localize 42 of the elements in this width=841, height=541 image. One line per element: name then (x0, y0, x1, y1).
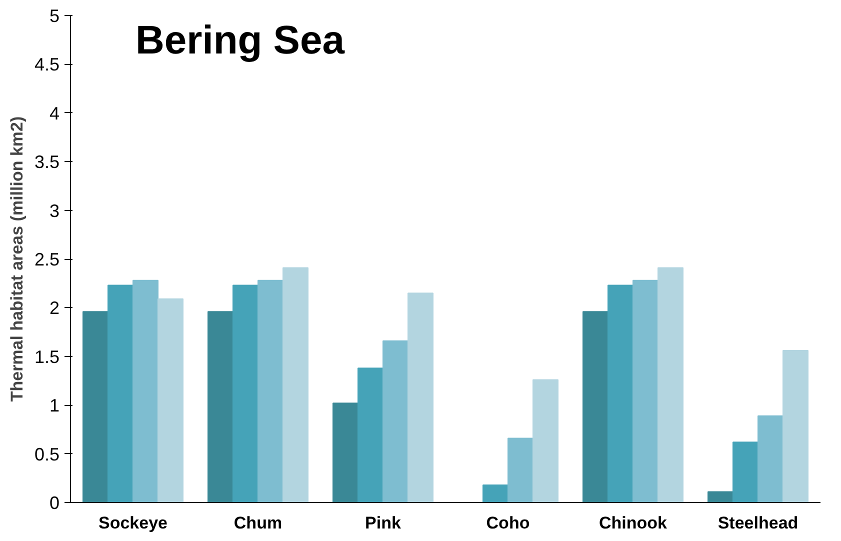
bar (258, 280, 284, 502)
x-tick-label: Coho (486, 514, 530, 532)
y-tick-label: 2 (49, 298, 60, 318)
bar (358, 368, 384, 502)
y-tick-label: 0 (49, 493, 60, 513)
chart-title: Bering Sea (136, 18, 346, 62)
y-tick-label: 5 (49, 6, 60, 26)
bar (532, 379, 558, 502)
x-tick-label: Sockeye (98, 514, 168, 532)
bar (508, 438, 534, 502)
bar (408, 292, 434, 502)
y-tick-label: 3 (49, 200, 60, 221)
bar (282, 267, 308, 502)
x-tick-label: Pink (365, 514, 402, 532)
y-tick-label: 1.5 (34, 346, 60, 367)
y-axis-title: Thermal habitat areas (million km2) (7, 116, 26, 402)
bar (608, 284, 634, 502)
bar (232, 284, 258, 502)
x-tick-label: Chum (234, 514, 282, 532)
bar (632, 280, 658, 502)
bar (382, 340, 408, 502)
x-tick-label: Steelhead (718, 514, 798, 532)
bar (732, 442, 758, 502)
bar (208, 311, 234, 502)
bar (132, 280, 158, 502)
y-tick-label: 3.5 (34, 152, 60, 172)
y-tick-label: 1 (49, 396, 60, 416)
bar (158, 298, 184, 502)
bar (658, 267, 684, 502)
bar (82, 311, 108, 502)
y-tick-label: 2.5 (34, 250, 60, 270)
y-tick-label: 0.5 (34, 444, 60, 464)
x-tick-label: Chinook (599, 514, 668, 532)
y-tick-label: 4 (49, 103, 60, 124)
y-tick-label: 4.5 (34, 54, 60, 75)
bar (582, 311, 608, 502)
bar (758, 415, 784, 502)
bar (782, 350, 808, 502)
bar (108, 284, 134, 502)
bar (708, 491, 734, 502)
bar (482, 484, 508, 502)
bar (332, 402, 358, 502)
